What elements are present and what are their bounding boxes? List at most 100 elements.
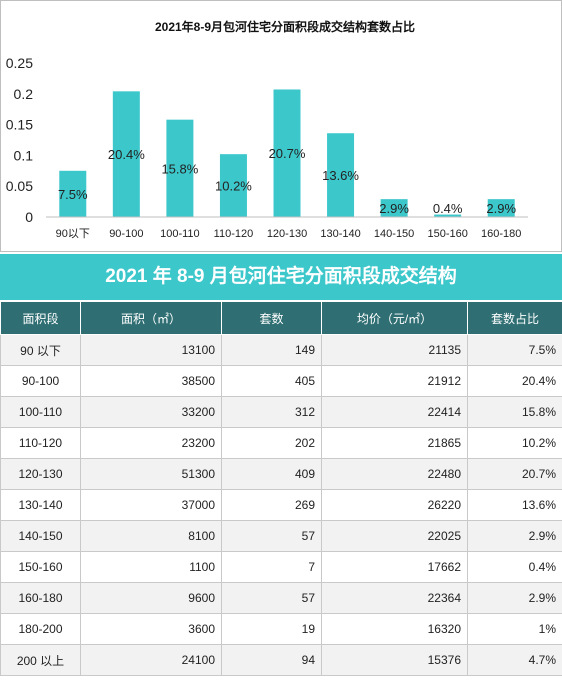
table-title: 2021 年 8-9 月包河住宅分面积段成交结构 bbox=[0, 254, 562, 300]
header-area-range: 面积段 bbox=[0, 301, 81, 335]
cell-avg-price: 26220 bbox=[321, 489, 468, 521]
chart-title: 2021年8-9月包河住宅分面积段成交结构套数占比 bbox=[155, 19, 415, 34]
cell-area: 13100 bbox=[80, 334, 222, 366]
cell-area: 1100 bbox=[80, 551, 222, 583]
cell-units: 7 bbox=[221, 551, 322, 583]
cell-share: 10.2% bbox=[467, 427, 562, 459]
x-tick-label: 160-180 bbox=[481, 228, 521, 240]
x-tick-label: 100-110 bbox=[160, 228, 200, 240]
data-label: 2.9% bbox=[486, 201, 516, 216]
cell-area-range: 90-100 bbox=[0, 365, 81, 397]
cell-area: 38500 bbox=[80, 365, 222, 397]
cell-units: 409 bbox=[221, 458, 322, 490]
cell-share: 7.5% bbox=[467, 334, 562, 366]
y-axis: 0 0.05 0.1 0.15 0.2 0.25 bbox=[6, 55, 33, 225]
cell-units: 19 bbox=[221, 613, 322, 645]
cell-avg-price: 21865 bbox=[321, 427, 468, 459]
cell-area: 23200 bbox=[80, 427, 222, 459]
cell-units: 94 bbox=[221, 644, 322, 676]
data-label: 20.7% bbox=[269, 146, 306, 161]
table-row: 140-150 8100 57 22025 2.9% bbox=[0, 520, 562, 552]
cell-avg-price: 17662 bbox=[321, 551, 468, 583]
bar bbox=[273, 89, 301, 217]
data-table: 面积段 面积（㎡） 套数 均价（元/㎡） 套数占比 90 以下 13100 149 2… bbox=[0, 301, 562, 676]
cell-avg-price: 22025 bbox=[321, 520, 468, 552]
cell-area: 37000 bbox=[80, 489, 222, 521]
header-share: 套数占比 bbox=[467, 301, 562, 335]
y-tick-label: 0.1 bbox=[14, 147, 34, 163]
cell-share: 2.9% bbox=[467, 582, 562, 614]
y-tick-label: 0.05 bbox=[6, 178, 33, 194]
bar bbox=[380, 199, 408, 217]
x-tick-label: 120-130 bbox=[267, 228, 307, 240]
data-labels: 7.5% 20.4% 15.8% 10.2% 20.7% 13.6% 2.9% 0.4% 2.9… bbox=[58, 146, 517, 216]
table-row: 90 以下 13100 149 21135 7.5% bbox=[0, 334, 562, 366]
cell-share: 2.9% bbox=[467, 520, 562, 552]
data-label: 20.4% bbox=[108, 147, 145, 162]
chart-svg: 2021年8-9月包河住宅分面积段成交结构套数占比 0 0.05 0.1 0.15 0.… bbox=[0, 0, 562, 252]
cell-area: 3600 bbox=[80, 613, 222, 645]
cell-area-range: 100-110 bbox=[0, 396, 81, 428]
cell-avg-price: 22480 bbox=[321, 458, 468, 490]
cell-area-range: 110-120 bbox=[0, 427, 81, 459]
y-tick-label: 0.15 bbox=[6, 117, 33, 133]
x-tick-label: 90以下 bbox=[56, 228, 90, 240]
bar bbox=[112, 91, 140, 217]
cell-area-range: 160-180 bbox=[0, 582, 81, 614]
cell-avg-price: 16320 bbox=[321, 613, 468, 645]
cell-area-range: 120-130 bbox=[0, 458, 81, 490]
bar bbox=[434, 214, 462, 217]
cell-area-range: 200 以上 bbox=[0, 644, 81, 676]
x-tick-label: 140-150 bbox=[374, 228, 414, 240]
cell-share: 13.6% bbox=[467, 489, 562, 521]
x-tick-label: 150-160 bbox=[427, 228, 467, 240]
cell-area-range: 140-150 bbox=[0, 520, 81, 552]
data-label: 13.6% bbox=[322, 168, 359, 183]
data-label: 7.5% bbox=[58, 187, 88, 202]
cell-area: 24100 bbox=[80, 644, 222, 676]
bar-chart: 2021年8-9月包河住宅分面积段成交结构套数占比 0 0.05 0.1 0.15 0.… bbox=[0, 0, 562, 252]
cell-units: 57 bbox=[221, 520, 322, 552]
cell-units: 312 bbox=[221, 396, 322, 428]
table-row: 130-140 37000 269 26220 13.6% bbox=[0, 489, 562, 521]
cell-share: 15.8% bbox=[467, 396, 562, 428]
y-tick-label: 0.25 bbox=[6, 55, 33, 71]
table-row: 200 以上 24100 94 15376 4.7% bbox=[0, 644, 562, 676]
bar bbox=[59, 170, 87, 217]
cell-area-range: 130-140 bbox=[0, 489, 81, 521]
cell-share: 1% bbox=[467, 613, 562, 645]
x-tick-label: 90-100 bbox=[109, 228, 143, 240]
cell-share: 0.4% bbox=[467, 551, 562, 583]
cell-area: 9600 bbox=[80, 582, 222, 614]
x-axis: 90以下 90-100 100-110 110-120 120-130 130-140 14… bbox=[56, 228, 522, 240]
data-label: 0.4% bbox=[433, 201, 463, 216]
table-row: 120-130 51300 409 22480 20.7% bbox=[0, 458, 562, 490]
bar bbox=[327, 133, 355, 217]
x-tick-label: 110-120 bbox=[214, 228, 254, 240]
table-row: 100-110 33200 312 22414 15.8% bbox=[0, 396, 562, 428]
cell-share: 20.7% bbox=[467, 458, 562, 490]
cell-avg-price: 21912 bbox=[321, 365, 468, 397]
cell-area: 33200 bbox=[80, 396, 222, 428]
data-label: 10.2% bbox=[215, 179, 252, 194]
y-tick-label: 0 bbox=[25, 209, 33, 225]
cell-avg-price: 21135 bbox=[321, 334, 468, 366]
cell-units: 149 bbox=[221, 334, 322, 366]
x-tick-label: 130-140 bbox=[320, 228, 360, 240]
cell-units: 405 bbox=[221, 365, 322, 397]
cell-avg-price: 22414 bbox=[321, 396, 468, 428]
cell-area-range: 90 以下 bbox=[0, 334, 81, 366]
data-label: 15.8% bbox=[161, 161, 198, 176]
header-area: 面积（㎡） bbox=[80, 301, 222, 335]
cell-avg-price: 22364 bbox=[321, 582, 468, 614]
cell-units: 202 bbox=[221, 427, 322, 459]
data-label: 2.9% bbox=[379, 201, 409, 216]
table-row: 90-100 38500 405 21912 20.4% bbox=[0, 365, 562, 397]
header-avg-price: 均价（元/㎡） bbox=[321, 301, 468, 335]
cell-share: 4.7% bbox=[467, 644, 562, 676]
cell-units: 57 bbox=[221, 582, 322, 614]
cell-area: 8100 bbox=[80, 520, 222, 552]
table-row: 180-200 3600 19 16320 1% bbox=[0, 613, 562, 645]
bar bbox=[487, 199, 515, 217]
bar bbox=[219, 154, 247, 217]
